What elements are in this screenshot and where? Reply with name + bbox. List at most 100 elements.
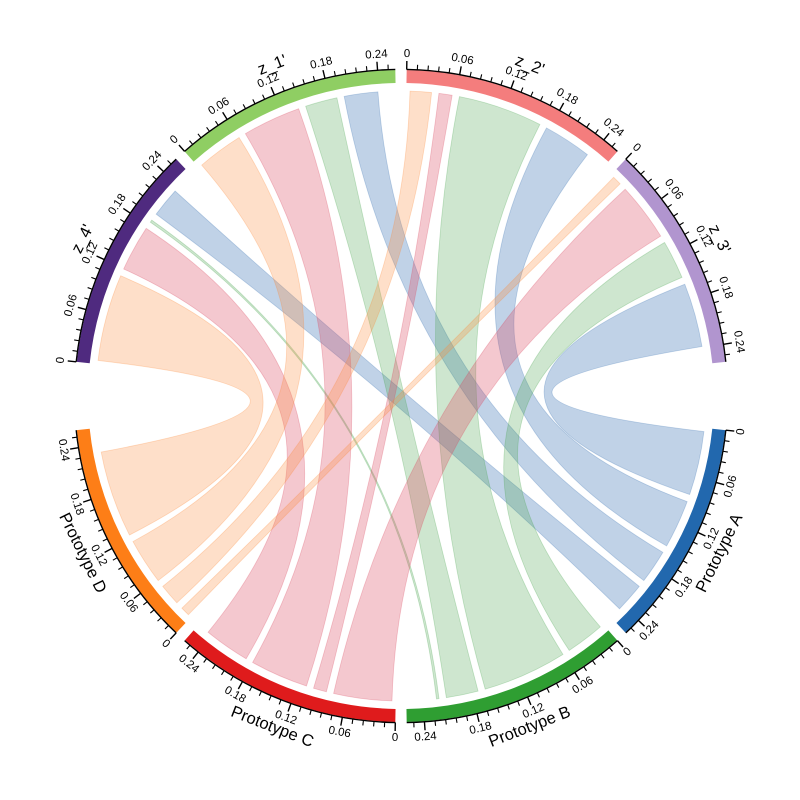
major-tick-z2	[558, 102, 565, 111]
minor-tick-D	[157, 617, 162, 622]
minor-tick-A	[712, 492, 718, 495]
minor-tick-z1	[344, 69, 347, 75]
ribbon-B-z2	[435, 96, 564, 690]
minor-tick-B	[583, 666, 587, 672]
ribbon-B-z3	[503, 241, 683, 651]
tick-label-D-0: 0	[159, 638, 172, 651]
minor-tick-D	[130, 584, 135, 588]
minor-tick-B	[536, 692, 540, 698]
minor-tick-z2	[520, 87, 524, 93]
minor-tick-C	[212, 664, 216, 670]
ribbon-D-z2	[162, 90, 433, 604]
sector-label-C: Prototype C	[228, 703, 316, 751]
minor-tick-z2	[594, 129, 599, 134]
tick-label-A-0.06: 0.06	[722, 474, 739, 499]
minor-tick-z4	[167, 160, 172, 165]
major-tick-D	[70, 447, 79, 450]
minor-tick-z1	[197, 133, 202, 139]
minor-tick-D	[77, 468, 83, 471]
minor-tick-B	[434, 720, 437, 726]
minor-tick-z3	[679, 222, 684, 226]
minor-tick-A	[630, 627, 635, 632]
minor-tick-B	[455, 717, 458, 723]
minor-tick-z3	[694, 250, 700, 254]
ribbon-C-z4	[123, 227, 306, 660]
minor-tick-z1	[355, 67, 357, 73]
minor-tick-C	[186, 644, 191, 650]
tick-label-z4-0.06: 0.06	[62, 293, 79, 318]
minor-tick-z2	[490, 77, 493, 83]
sector-arc-z4	[76, 159, 186, 364]
major-tick-D	[133, 592, 142, 599]
axis-ticks-A	[630, 429, 735, 632]
minor-tick-z2	[438, 66, 440, 72]
sector-arc-C	[184, 630, 396, 722]
major-tick-B	[526, 696, 532, 706]
axis-ticks-z4	[67, 160, 172, 363]
minor-tick-z2	[540, 95, 544, 101]
minor-tick-z4	[120, 218, 125, 223]
major-tick-A	[725, 429, 735, 432]
minor-tick-z3	[654, 186, 659, 191]
minor-tick-B	[507, 704, 510, 710]
minor-tick-C	[249, 686, 253, 692]
minor-tick-z1	[242, 104, 247, 110]
axis-ticks-z1	[178, 61, 389, 152]
minor-tick-z2	[500, 80, 504, 86]
minor-tick-C	[351, 718, 354, 725]
minor-tick-D	[149, 609, 155, 614]
minor-tick-z3	[673, 212, 679, 217]
sector-label-z1: z_1'	[255, 51, 289, 79]
minor-tick-B	[546, 687, 550, 693]
minor-tick-z4	[114, 228, 120, 232]
minor-tick-C	[203, 658, 208, 663]
minor-tick-z1	[206, 127, 210, 132]
minor-tick-A	[709, 502, 715, 505]
tick-label-z2-0.06: 0.06	[450, 52, 474, 68]
ribbon-D-z1	[132, 137, 305, 582]
tick-label-C-0: 0	[392, 732, 399, 744]
minor-tick-B	[466, 715, 469, 721]
tick-label-A-0: 0	[735, 428, 748, 436]
tick-label-B-0.18: 0.18	[468, 720, 493, 737]
minor-tick-A	[665, 587, 670, 591]
tick-label-D-0.06: 0.06	[117, 590, 140, 615]
axis-ticks-D	[70, 436, 177, 640]
minor-tick-A	[652, 603, 657, 609]
minor-tick-C	[258, 691, 262, 697]
minor-tick-z2	[479, 74, 483, 80]
tick-label-C-0.24: 0.24	[176, 652, 201, 676]
minor-tick-A	[718, 471, 724, 474]
minor-tick-D	[71, 436, 78, 439]
minor-tick-B	[555, 682, 560, 688]
minor-tick-D	[98, 528, 104, 532]
ribbon-A-z4	[155, 190, 640, 610]
minor-tick-z1	[215, 120, 219, 126]
minor-tick-z3	[719, 321, 725, 324]
minor-tick-D	[93, 518, 99, 522]
minor-tick-B	[517, 700, 521, 706]
minor-tick-z2	[469, 71, 472, 77]
minor-tick-z4	[91, 276, 97, 280]
minor-tick-z4	[109, 237, 115, 241]
minor-tick-z2	[568, 111, 572, 117]
major-tick-z1	[222, 111, 228, 120]
minor-tick-z4	[72, 350, 78, 352]
minor-tick-z3	[713, 300, 719, 304]
minor-tick-z1	[233, 109, 237, 115]
ribbon-C-z2	[313, 92, 453, 693]
minor-tick-B	[497, 707, 500, 713]
ribbon-C-z1	[244, 108, 353, 687]
ribbons-layer	[97, 90, 705, 702]
minor-tick-z2	[586, 122, 590, 128]
tick-label-D-0.24: 0.24	[56, 438, 71, 463]
minor-tick-B	[486, 710, 490, 716]
minor-tick-A	[720, 461, 726, 464]
major-tick-A	[671, 578, 680, 585]
sector-z4: 00.060.120.180.24z_4'	[55, 148, 186, 364]
major-tick-A	[715, 481, 725, 486]
minor-tick-z1	[252, 99, 256, 105]
minor-tick-A	[658, 595, 664, 600]
tick-label-z2-0: 0	[404, 48, 411, 60]
minor-tick-z1	[189, 140, 194, 145]
